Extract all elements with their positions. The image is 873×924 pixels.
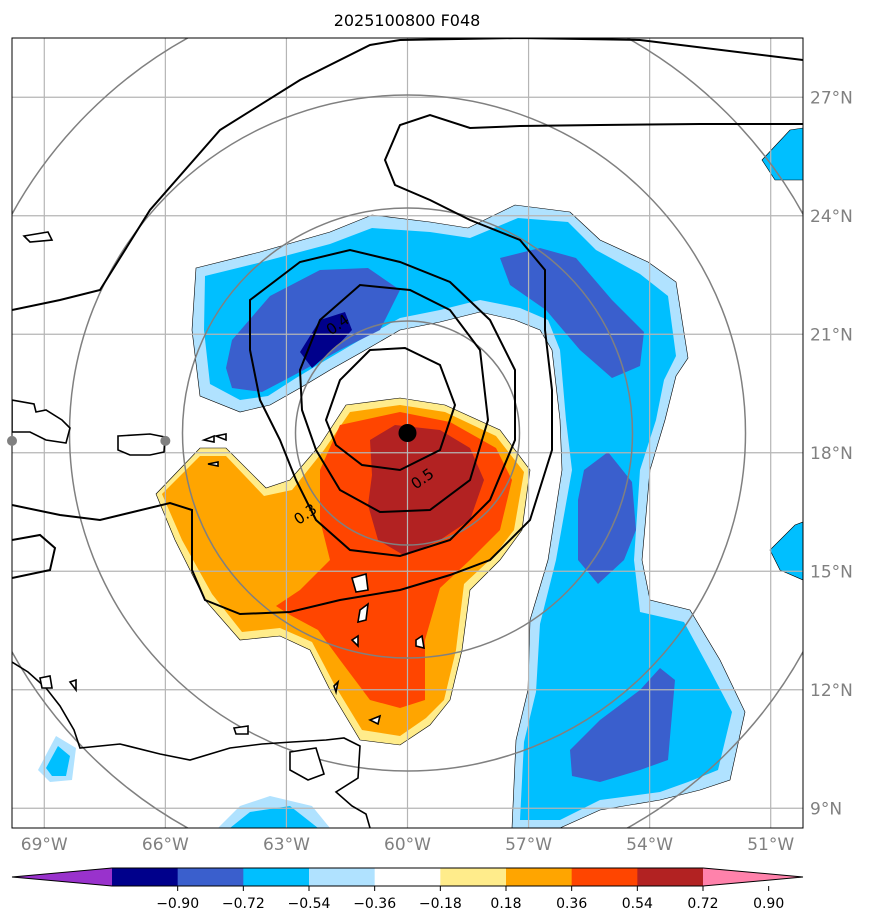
- colorbar-swatch-5: [440, 868, 507, 886]
- range-rings: [12, 38, 803, 828]
- colorbar-tick-label-9: 0.90: [753, 896, 784, 912]
- range-ring-3: [68, 94, 747, 772]
- colorbar-swatch-0: [112, 868, 179, 886]
- colorbar-swatch-6: [506, 868, 573, 886]
- graticule: [12, 38, 803, 828]
- map-plot-area: [12, 38, 803, 828]
- coast-island-4: [351, 572, 369, 593]
- lat-label-0: 9°N: [810, 799, 842, 819]
- contour-lines: [12, 38, 803, 616]
- range-ring-2: [181, 207, 634, 659]
- edge-marker: [7, 435, 17, 446]
- storm-markers: [7, 424, 417, 446]
- colorbar-tick-label-5: 0.18: [490, 896, 521, 912]
- colorbar-tick-label-0: −0.90: [156, 896, 199, 912]
- lon-label-6: 51°W: [747, 835, 794, 855]
- colorbar: [11, 867, 804, 887]
- colorbar-swatch-4: [374, 868, 441, 886]
- colorbar-swatch-8: [637, 868, 704, 886]
- shade-e-cyan: [769, 521, 803, 581]
- colorbar-extend-min: [12, 868, 112, 886]
- shade-east-blue-2: [578, 452, 636, 584]
- contour-mid-2: [298, 283, 490, 514]
- shade-sw-cyan-inner: [46, 746, 70, 776]
- shade-east-blue-3: [570, 668, 675, 782]
- coast-island-3: [350, 634, 359, 648]
- colorbar-tick-label-4: −0.18: [419, 896, 462, 912]
- lon-label-5: 54°W: [626, 835, 673, 855]
- contour-inner: [324, 346, 457, 472]
- negative-anomaly-fields: [38, 127, 803, 828]
- lat-label-3: 18°N: [810, 444, 853, 464]
- colorbar-swatch-2: [243, 868, 310, 886]
- shade-north-ring-blue: [226, 268, 400, 392]
- coast-puerto-rico: [117, 433, 166, 456]
- shade-north-ring-dark: [300, 312, 352, 368]
- colorbar-tick-labels: −0.90 −0.72 −0.54 −0.36 −0.18 0.18 0.36 0.54 0.7…: [156, 886, 784, 912]
- colorbar-swatch-1: [177, 868, 244, 886]
- coast-south-america: [12, 661, 371, 828]
- coast-island-2: [357, 602, 370, 624]
- colorbar-tick-label-3: −0.36: [353, 896, 396, 912]
- lon-label-3: 60°W: [384, 835, 431, 855]
- colorbar-swatch-7: [571, 868, 638, 886]
- coast-island-7: [368, 714, 382, 726]
- coast-island-8: [201, 433, 227, 443]
- storm-center-marker: [398, 424, 417, 442]
- contour-sw-small: [12, 533, 57, 579]
- secondary-marker: [160, 435, 171, 446]
- colorbar-tick-label-7: 0.54: [622, 896, 653, 912]
- range-ring-1: [294, 320, 521, 546]
- lat-label-5: 24°N: [810, 207, 853, 227]
- coast-island-1: [22, 231, 54, 243]
- coast-trinidad: [289, 747, 325, 781]
- colorbar-swatch-3: [309, 868, 376, 886]
- lon-label-4: 57°W: [505, 835, 552, 855]
- coast-island-9: [207, 461, 219, 467]
- contour-mid-1: [249, 248, 516, 558]
- lat-label-4: 21°N: [810, 325, 853, 345]
- coast-hispaniola: [12, 399, 71, 444]
- shade-north-ring-cyan: [204, 218, 732, 820]
- chart-title: 2025100800 F048: [334, 11, 481, 30]
- longitude-labels: 69°W 66°W 63°W 60°W 57°W 54°W 51°W: [21, 835, 795, 855]
- coast-island-10: [232, 725, 249, 735]
- colorbar-extend-max: [703, 868, 803, 886]
- shade-pos-darkred: [368, 425, 484, 556]
- lon-label-2: 63°W: [263, 835, 310, 855]
- lat-label-1: 12°N: [810, 681, 853, 701]
- coast-island-11: [39, 675, 77, 693]
- shade-ne-cyan: [761, 127, 803, 181]
- lat-label-6: 27°N: [810, 88, 853, 108]
- shade-east-blue-1: [500, 248, 644, 378]
- shade-south-cyan-inner: [230, 806, 318, 828]
- lon-label-0: 69°W: [21, 835, 68, 855]
- colorbar-tick-label-2: −0.54: [288, 896, 331, 912]
- lat-label-2: 15°N: [810, 562, 853, 582]
- coast-island-5: [415, 634, 425, 650]
- contour-outer: [12, 38, 803, 616]
- lon-label-1: 66°W: [142, 835, 189, 855]
- colorbar-outline: [11, 867, 804, 887]
- colorbar-tick-label-1: −0.72: [222, 896, 265, 912]
- map-frame: [11, 37, 804, 829]
- coastlines: [12, 231, 425, 828]
- latitude-labels: 9°N 12°N 15°N 18°N 21°N 24°N 27°N: [810, 88, 853, 819]
- colorbar-tick-label-8: 0.72: [687, 896, 718, 912]
- colorbar-tick-label-6: 0.36: [556, 896, 587, 912]
- coast-island-6: [333, 679, 340, 696]
